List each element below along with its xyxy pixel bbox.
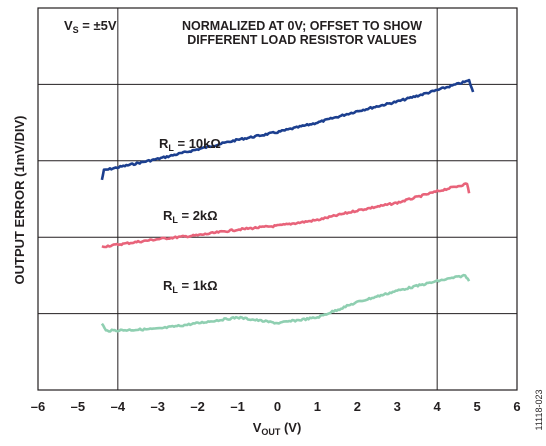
series-label-2k-sub: L bbox=[172, 215, 178, 225]
x-axis-label-unit: (V) bbox=[280, 420, 301, 435]
x-tick-label: 4 bbox=[434, 399, 442, 414]
y-axis-label: OUTPUT ERROR (1mV/DIV) bbox=[12, 115, 27, 284]
x-tick-label: –1 bbox=[230, 399, 244, 414]
series-label-10k-sub: L bbox=[168, 143, 174, 153]
supply-sub: S bbox=[73, 25, 79, 35]
series-label-2k: RL = 2kΩ bbox=[163, 208, 218, 225]
x-tick-label: 0 bbox=[274, 399, 281, 414]
x-tick-label: 6 bbox=[513, 399, 520, 414]
x-axis-label-main: V bbox=[253, 420, 262, 435]
supply-rest: = ±5V bbox=[79, 18, 117, 33]
series-label-2k-rest: = 2kΩ bbox=[178, 208, 218, 223]
series-line-2 bbox=[100, 273, 471, 333]
plot-frame bbox=[37, 7, 518, 391]
figure-id: 11118-023 bbox=[534, 389, 544, 430]
series-label-1k-main: R bbox=[163, 278, 173, 293]
series-label-1k-sub: L bbox=[172, 285, 178, 295]
x-axis-label: VOUT (V) bbox=[253, 420, 302, 437]
series-label-1k-rest: = 1kΩ bbox=[178, 278, 218, 293]
x-tick-label: –5 bbox=[71, 399, 85, 414]
series-line-1 bbox=[101, 182, 471, 249]
series-label-10k-main: R bbox=[159, 136, 169, 151]
x-tick-label: –4 bbox=[111, 399, 126, 414]
supply-annotation: VS = ±5V bbox=[64, 18, 117, 35]
series-label-2k-main: R bbox=[163, 208, 173, 223]
x-tick-label: 2 bbox=[354, 399, 361, 414]
series-line-0 bbox=[100, 78, 475, 181]
note-line-1: NORMALIZED AT 0V; OFFSET TO SHOW bbox=[182, 19, 422, 33]
x-tick-labels: –6 –5 –4 –3 –2 –1 0 1 2 3 4 5 6 bbox=[31, 399, 521, 414]
series-lines bbox=[100, 78, 475, 333]
x-tick-label: –3 bbox=[151, 399, 165, 414]
gridlines bbox=[38, 7, 517, 391]
series-label-10k: RL = 10kΩ bbox=[159, 136, 221, 153]
x-tick-label: 5 bbox=[473, 399, 480, 414]
note-line-2: DIFFERENT LOAD RESISTOR VALUES bbox=[187, 33, 416, 47]
series-label-10k-rest: = 10kΩ bbox=[174, 136, 221, 151]
supply-main: V bbox=[64, 18, 73, 33]
x-axis-label-sub: OUT bbox=[261, 427, 281, 437]
x-tick-label: 3 bbox=[394, 399, 401, 414]
x-tick-label: 1 bbox=[314, 399, 321, 414]
series-label-1k: RL = 1kΩ bbox=[163, 278, 218, 295]
x-tick-label: –2 bbox=[190, 399, 204, 414]
x-tick-label: –6 bbox=[31, 399, 45, 414]
